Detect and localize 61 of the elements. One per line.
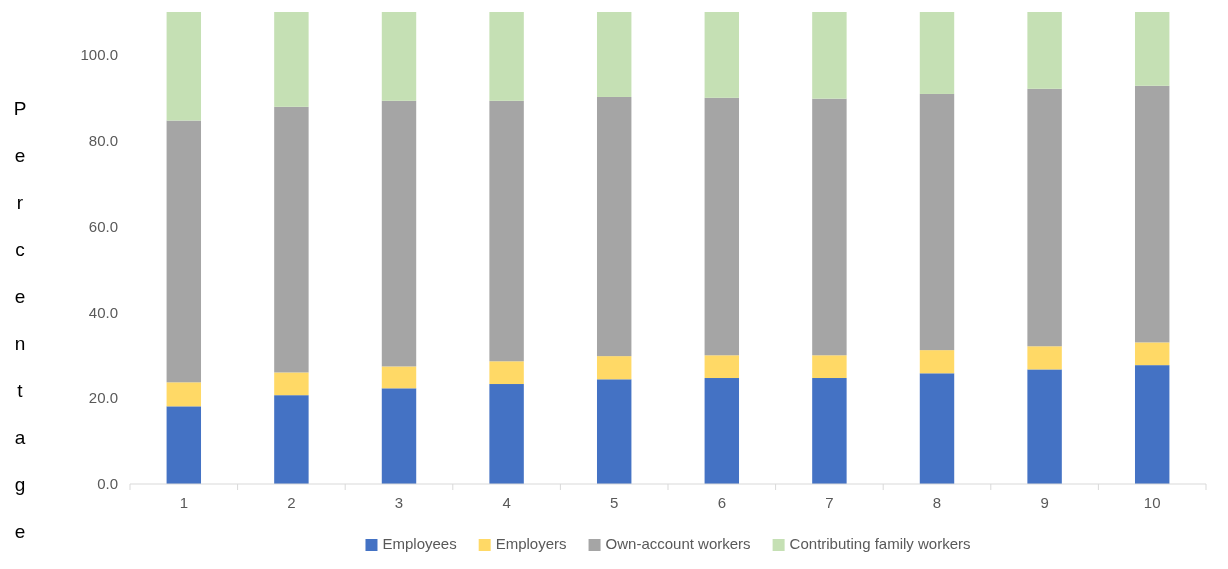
bar	[166, 120, 202, 383]
bar	[489, 100, 524, 362]
bar	[1027, 346, 1062, 370]
bar	[704, 12, 740, 98]
bar	[381, 100, 417, 367]
x-tick-label: 10	[1143, 494, 1161, 511]
bar	[812, 355, 847, 379]
bar	[274, 372, 309, 396]
bar	[596, 379, 632, 484]
bar	[274, 12, 309, 107]
bar	[812, 378, 847, 484]
bar	[919, 93, 955, 351]
bar	[166, 406, 202, 484]
bar	[704, 97, 740, 356]
bar	[1134, 85, 1170, 343]
bar	[489, 361, 524, 385]
bar	[704, 355, 740, 379]
bar	[596, 356, 632, 380]
x-tick-label: 2	[287, 494, 296, 511]
bar	[596, 96, 632, 357]
y-tick-label: 60.0	[88, 217, 118, 235]
x-tick-label: 5	[610, 494, 619, 511]
x-tick-label: 6	[717, 494, 726, 511]
legend-label: Employees	[382, 535, 457, 552]
y-tick-label: 0.0	[97, 475, 118, 493]
bar	[381, 388, 417, 484]
bar	[381, 366, 417, 389]
y-tick-label: 80.0	[88, 132, 118, 150]
bar	[274, 395, 309, 484]
y-tick-label: 100.0	[80, 46, 118, 64]
bar	[919, 373, 955, 484]
legend-label: Own-account workers	[605, 535, 751, 552]
bar	[704, 378, 740, 484]
y-tick-label: 20.0	[88, 389, 118, 407]
bar	[166, 382, 202, 407]
bar	[1134, 365, 1170, 484]
legend-label: Contributing family workers	[789, 535, 971, 552]
bar	[919, 350, 955, 374]
bar	[1134, 342, 1170, 366]
bar	[812, 12, 847, 99]
bar	[812, 98, 847, 356]
bar	[489, 384, 524, 484]
bar	[166, 12, 202, 121]
bar	[1134, 12, 1170, 86]
legend-label: Employers	[495, 535, 567, 552]
x-tick-label: 8	[932, 494, 942, 511]
bar	[919, 12, 955, 94]
text: Percentage	[13, 98, 27, 542]
bar	[596, 12, 632, 97]
bar	[274, 106, 309, 373]
bar	[1027, 369, 1062, 484]
bar	[381, 12, 417, 101]
y-tick-label: 40.0	[88, 303, 118, 321]
x-tick-label: 3	[394, 494, 404, 511]
bar	[1027, 12, 1062, 89]
x-tick-label: 9	[1040, 494, 1049, 511]
x-tick-label: 4	[502, 494, 511, 511]
x-tick-label: 1	[179, 494, 188, 511]
bar	[1027, 88, 1062, 347]
x-tick-label: 7	[825, 494, 834, 511]
bar	[489, 12, 524, 101]
